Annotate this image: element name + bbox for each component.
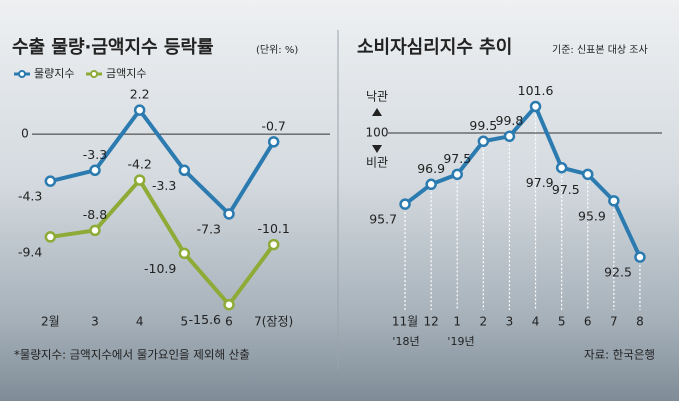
chart-title: 수출 물량·금액지수 등락률	[12, 37, 214, 58]
legend-swatch	[90, 70, 98, 78]
year-label: '18년	[392, 335, 419, 348]
x-tick-label: 1	[453, 315, 461, 329]
x-tick-label: 4	[136, 315, 144, 329]
x-tick-label: 6	[225, 315, 233, 329]
series-line	[49, 108, 276, 216]
point	[529, 100, 542, 113]
x-tick-label: 4	[532, 315, 540, 329]
footnote: *물량지수: 금액지수에서 물가요인을 제외해 산출	[14, 348, 250, 362]
x-tick-label: 6	[584, 315, 592, 329]
series-line	[403, 104, 642, 258]
value-label: 95.7	[369, 212, 397, 227]
point	[634, 251, 646, 263]
x-tick-label: 2월	[41, 315, 60, 329]
value-label: 96.9	[417, 161, 445, 176]
legend-label: 금액지수	[106, 67, 146, 80]
point	[223, 208, 235, 220]
series-line	[50, 178, 276, 307]
source: 자료: 한국은행	[584, 348, 655, 362]
value-label: 99.5	[469, 118, 497, 133]
x-tick-label: 2	[480, 315, 488, 329]
value-label: -3.3	[152, 178, 176, 193]
point	[178, 164, 191, 177]
point	[89, 164, 101, 177]
value-label: 97.9	[526, 175, 554, 190]
point	[44, 175, 57, 187]
point	[178, 247, 191, 260]
x-tick-label: 11월	[392, 315, 418, 329]
reference-label: 낙관	[366, 90, 388, 104]
value-label: -9.4	[18, 244, 42, 259]
value-label: 97.5	[443, 151, 471, 166]
value-label: -10.9	[144, 261, 176, 276]
value-label: -4.2	[127, 157, 151, 172]
x-tick-label: 12	[424, 315, 439, 329]
y-tick-label: 0	[21, 127, 29, 141]
value-label: 95.9	[578, 208, 606, 223]
point	[89, 224, 101, 237]
x-tick-label: 5	[558, 315, 566, 329]
value-label: 101.6	[518, 83, 554, 98]
point	[582, 168, 594, 181]
x-tick-label: 7	[610, 315, 618, 329]
value-label: -10.1	[257, 221, 289, 236]
value-label: -8.8	[83, 207, 107, 222]
point	[399, 198, 411, 210]
legend-swatch	[18, 70, 26, 78]
chart-subtitle: (단위: %)	[256, 43, 298, 56]
year-label: '19년	[447, 335, 474, 348]
value-label: -0.7	[261, 118, 285, 133]
point	[555, 161, 568, 174]
point	[477, 135, 490, 148]
value-label: 2.2	[130, 87, 150, 102]
value-label: -4.3	[18, 189, 42, 204]
value-label: -7.3	[197, 221, 221, 236]
value-label: 97.5	[552, 182, 580, 197]
reference-label: 비관	[366, 156, 388, 170]
arrow-down	[372, 145, 382, 153]
point	[267, 136, 280, 148]
x-tick-label: 5	[181, 315, 189, 329]
value-label: 92.5	[604, 265, 632, 280]
point	[223, 298, 235, 311]
arrow-up	[372, 108, 382, 116]
x-tick-label: 7(잠정)	[254, 315, 293, 329]
y-tick-label: 100	[366, 125, 389, 139]
chart-subtitle: 기준: 신표본 대상 조사	[552, 44, 648, 56]
point	[133, 104, 146, 116]
point	[133, 174, 146, 186]
value-label: -15.6	[189, 312, 221, 327]
x-tick-label: 3	[91, 315, 99, 329]
legend-label: 물량지수	[34, 67, 74, 80]
point	[44, 231, 57, 243]
point	[503, 130, 516, 143]
x-tick-label: 3	[506, 315, 514, 329]
point	[425, 178, 437, 191]
point	[267, 238, 280, 251]
point	[608, 195, 620, 207]
x-tick-label: 8	[636, 315, 644, 329]
value-label: -3.3	[83, 147, 107, 162]
chart-title: 소비자심리지수 추이	[357, 37, 512, 58]
point	[451, 168, 463, 181]
value-label: 99.8	[496, 113, 524, 128]
